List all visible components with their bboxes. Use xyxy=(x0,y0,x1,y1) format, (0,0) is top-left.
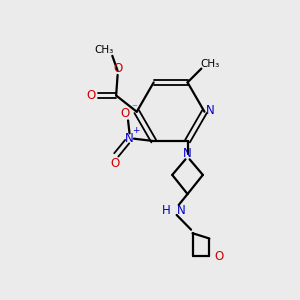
Text: N: N xyxy=(183,147,192,160)
Text: CH₃: CH₃ xyxy=(94,45,114,55)
Text: O: O xyxy=(214,250,224,263)
Text: N: N xyxy=(125,132,134,145)
Text: O: O xyxy=(86,89,95,102)
Text: ⁻: ⁻ xyxy=(132,103,137,113)
Text: +: + xyxy=(132,126,140,135)
Text: O: O xyxy=(120,106,129,120)
Text: N: N xyxy=(177,204,185,217)
Text: N: N xyxy=(206,104,214,117)
Text: O: O xyxy=(114,62,123,75)
Text: O: O xyxy=(110,157,119,169)
Text: CH₃: CH₃ xyxy=(201,59,220,69)
Text: H: H xyxy=(162,204,171,217)
